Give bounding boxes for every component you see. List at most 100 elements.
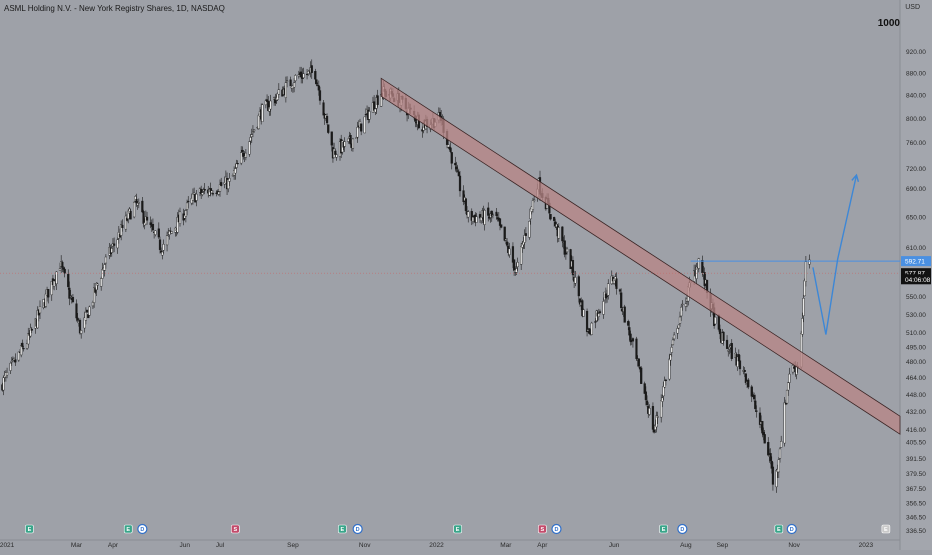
- candle-body[interactable]: [513, 259, 516, 271]
- candle-body[interactable]: [590, 322, 593, 335]
- earnings-event-icon[interactable]: [453, 524, 462, 534]
- candle-body[interactable]: [269, 100, 272, 110]
- candle-body[interactable]: [69, 295, 72, 298]
- candle-body[interactable]: [116, 239, 119, 249]
- candle-body[interactable]: [201, 192, 204, 195]
- candle-body[interactable]: [325, 116, 329, 124]
- candle-body[interactable]: [571, 260, 575, 276]
- candle-body[interactable]: [25, 343, 29, 349]
- candle-body[interactable]: [787, 382, 790, 391]
- upcoming-event-icon[interactable]: [881, 524, 891, 534]
- split-event-icon[interactable]: [230, 524, 240, 534]
- candle-body[interactable]: [284, 82, 287, 98]
- candle-body[interactable]: [294, 75, 297, 81]
- candle-body[interactable]: [302, 73, 305, 78]
- candle-body[interactable]: [193, 192, 196, 195]
- candle-body[interactable]: [71, 297, 75, 303]
- candle-body[interactable]: [154, 230, 157, 235]
- candle-body[interactable]: [101, 269, 104, 279]
- candle-body[interactable]: [615, 278, 618, 289]
- candle-body[interactable]: [467, 211, 470, 218]
- split-event-icon[interactable]: [538, 524, 547, 534]
- candle-body[interactable]: [158, 239, 162, 250]
- candle-body[interactable]: [277, 89, 280, 95]
- candle-body[interactable]: [738, 360, 742, 370]
- candle-body[interactable]: [38, 306, 42, 314]
- candle-body[interactable]: [670, 347, 673, 353]
- candle-body[interactable]: [498, 218, 502, 226]
- candle-body[interactable]: [297, 74, 300, 77]
- candle-body[interactable]: [76, 317, 79, 321]
- candle-body[interactable]: [93, 287, 96, 303]
- candle-body[interactable]: [767, 441, 770, 456]
- candle-body[interactable]: [605, 295, 609, 298]
- candle-body[interactable]: [248, 141, 251, 155]
- candle-body[interactable]: [305, 73, 309, 76]
- candle-body[interactable]: [618, 289, 622, 292]
- candle-body[interactable]: [236, 163, 239, 165]
- candle-body[interactable]: [30, 328, 33, 331]
- candle-body[interactable]: [483, 210, 486, 225]
- candle-body[interactable]: [241, 149, 244, 152]
- candle-body[interactable]: [714, 316, 717, 325]
- candle-body[interactable]: [701, 260, 704, 273]
- candle-body[interactable]: [310, 65, 313, 73]
- candle-body[interactable]: [722, 331, 725, 341]
- candle-body[interactable]: [637, 358, 640, 367]
- candle-body[interactable]: [487, 207, 490, 216]
- candle-body[interactable]: [135, 198, 138, 204]
- candle-body[interactable]: [78, 319, 82, 334]
- candle-body[interactable]: [640, 367, 643, 384]
- candle-body[interactable]: [149, 222, 152, 225]
- candle-body[interactable]: [335, 154, 338, 158]
- candle-body[interactable]: [257, 115, 260, 129]
- candle-body[interactable]: [651, 406, 655, 430]
- candle-body[interactable]: [727, 350, 730, 352]
- candle-body[interactable]: [769, 453, 772, 461]
- candle-body[interactable]: [129, 210, 132, 220]
- candle-body[interactable]: [53, 280, 56, 287]
- candle-body[interactable]: [503, 226, 506, 241]
- candle-body[interactable]: [110, 248, 113, 253]
- candle-body[interactable]: [508, 248, 511, 255]
- candle-body[interactable]: [162, 244, 165, 251]
- candle-body[interactable]: [203, 189, 206, 191]
- candle-body[interactable]: [373, 101, 376, 111]
- candle-body[interactable]: [450, 152, 453, 164]
- candle-body[interactable]: [250, 134, 253, 137]
- candle-body[interactable]: [314, 71, 317, 80]
- candle-body[interactable]: [656, 416, 659, 418]
- candle-body[interactable]: [470, 210, 473, 221]
- candle-body[interactable]: [557, 227, 560, 239]
- candle-body[interactable]: [234, 168, 237, 174]
- candle-body[interactable]: [801, 318, 804, 335]
- candle-body[interactable]: [447, 144, 450, 148]
- candle-body[interactable]: [607, 283, 610, 296]
- candle-body[interactable]: [629, 333, 632, 343]
- candle-body[interactable]: [754, 400, 757, 410]
- channel-band[interactable]: [380, 77, 901, 435]
- projection-path[interactable]: [812, 174, 858, 335]
- candle-body[interactable]: [676, 328, 679, 334]
- candle-body[interactable]: [577, 276, 580, 297]
- candle-body[interactable]: [261, 104, 264, 122]
- candle-body[interactable]: [664, 379, 667, 381]
- candle-body[interactable]: [504, 238, 507, 241]
- candle-body[interactable]: [63, 268, 66, 274]
- candle-body[interactable]: [455, 166, 458, 170]
- candle-body[interactable]: [644, 391, 647, 401]
- candle-body[interactable]: [623, 306, 626, 323]
- candle-body[interactable]: [96, 283, 99, 286]
- candle-body[interactable]: [228, 178, 231, 182]
- candle-body[interactable]: [334, 150, 337, 155]
- candle-body[interactable]: [668, 358, 671, 380]
- candle-body[interactable]: [778, 448, 782, 459]
- candle-body[interactable]: [195, 193, 198, 201]
- candle-body[interactable]: [783, 402, 786, 444]
- candle-body[interactable]: [17, 351, 20, 361]
- candle-body[interactable]: [220, 182, 223, 186]
- dividend-event-icon[interactable]: [786, 523, 797, 535]
- candle-body[interactable]: [104, 256, 107, 264]
- candle-body[interactable]: [22, 347, 25, 350]
- candle-body[interactable]: [355, 137, 358, 139]
